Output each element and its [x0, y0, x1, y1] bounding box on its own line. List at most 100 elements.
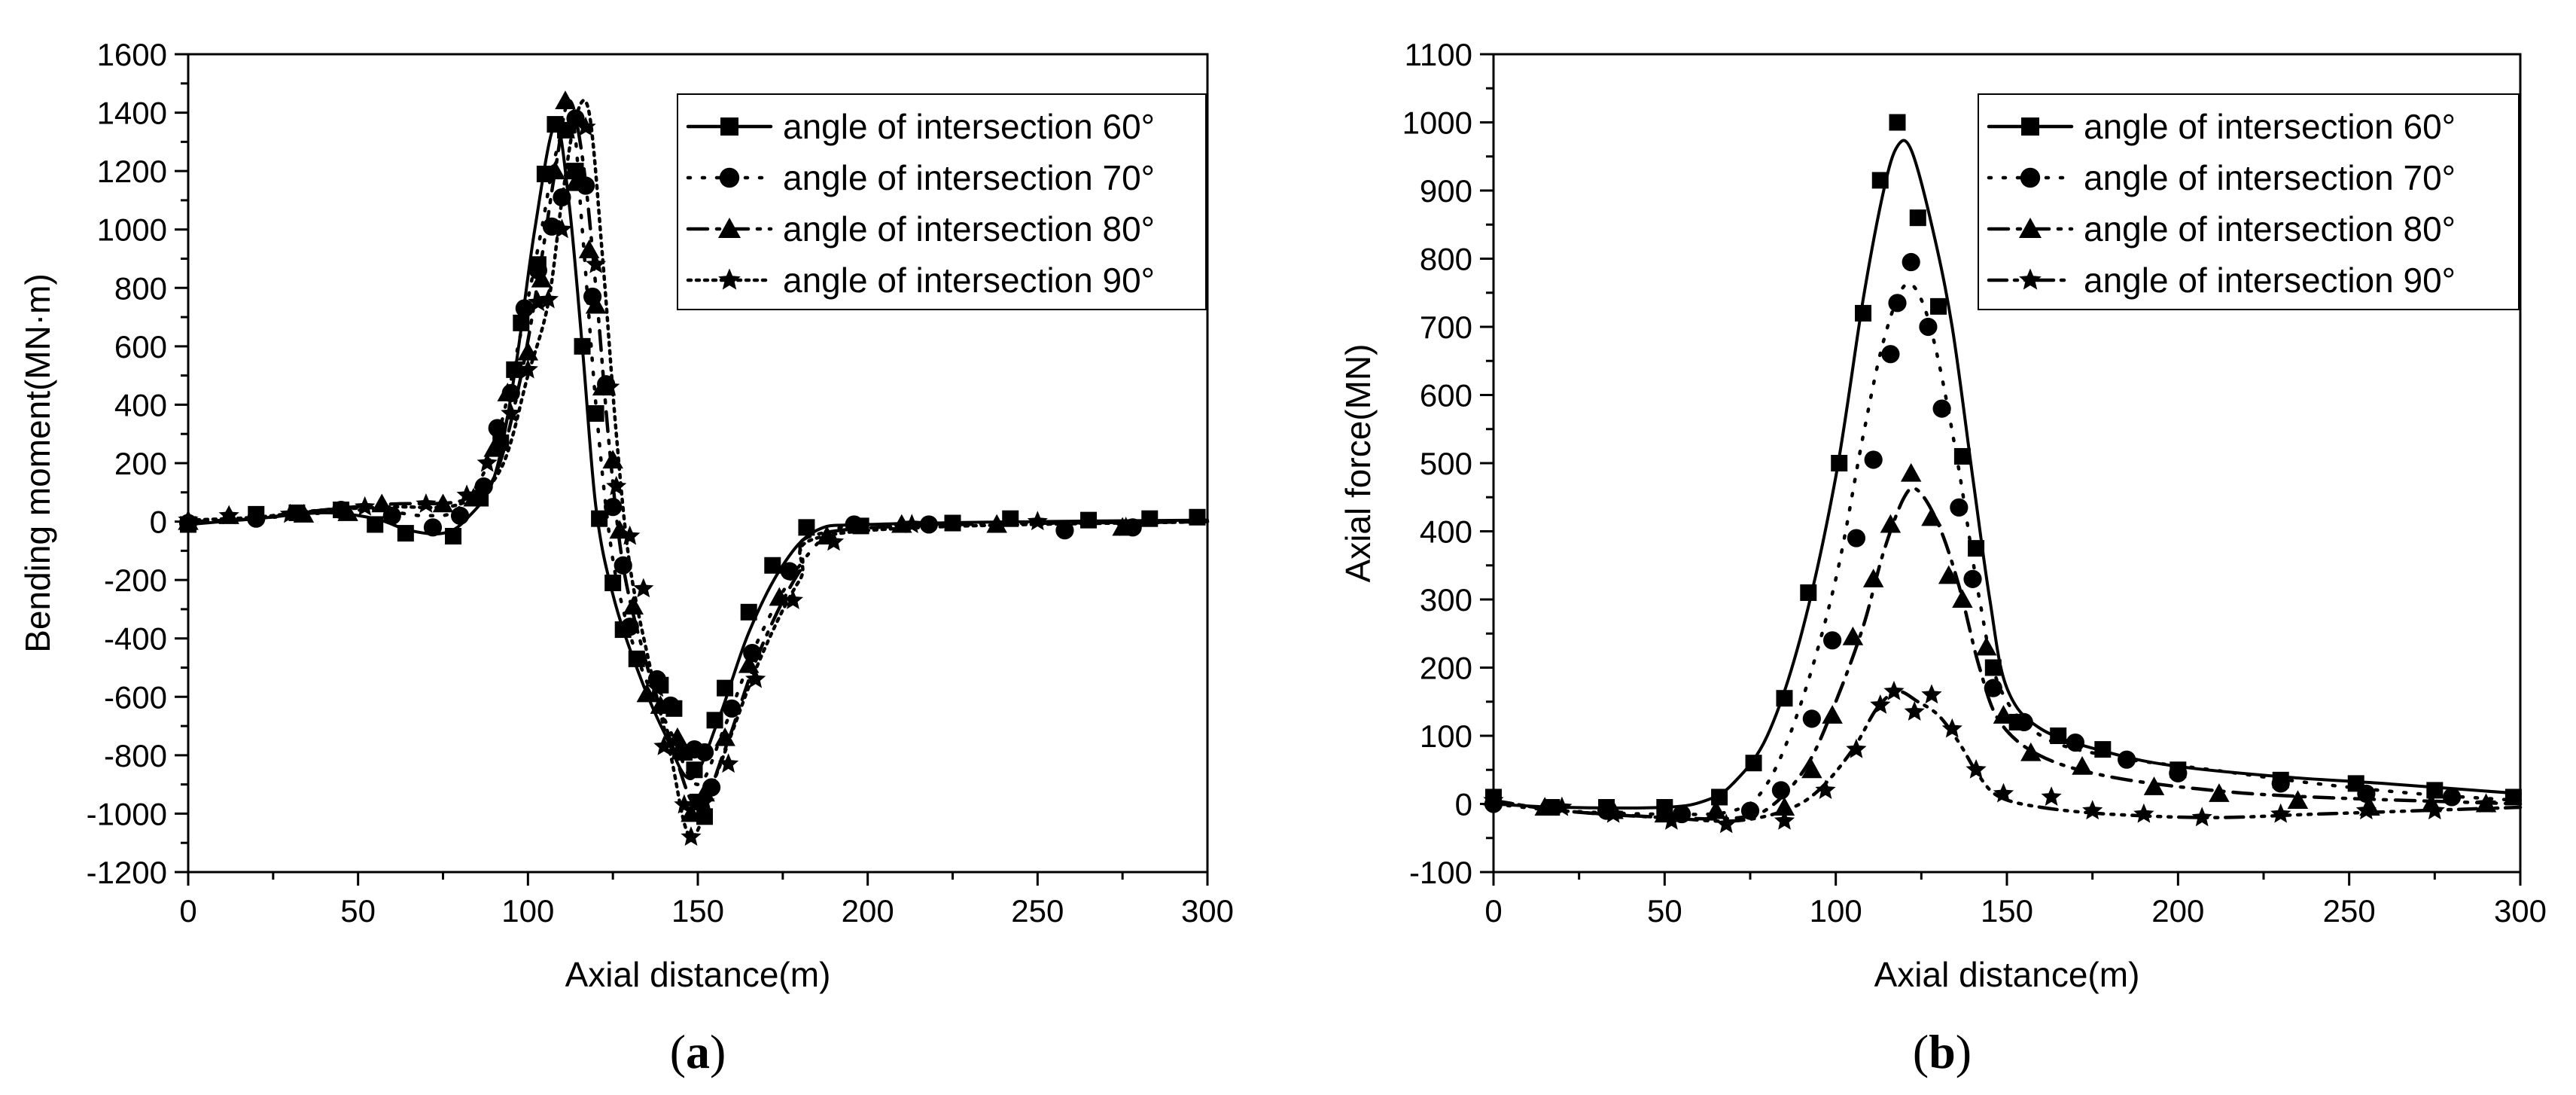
panel-b-series-3-point — [1993, 705, 2014, 724]
panel-a-label: (a) — [670, 1025, 726, 1078]
panel-a-y-tick-label: -1000 — [87, 796, 167, 831]
panel-a-series-4-point — [355, 496, 376, 516]
panel-a-y-tick-label: 200 — [114, 446, 167, 481]
panel-a-series-4-point — [551, 218, 573, 239]
panel-b-series-1-point — [1871, 172, 1889, 189]
panel-a-legend-marker-3 — [718, 218, 741, 238]
panel-b-series-2-point — [2169, 764, 2188, 782]
panel-b-x-tick-label: 200 — [2151, 893, 2204, 929]
panel-a-series-4-point — [782, 590, 803, 609]
panel-a-legend-item-1: angle of intersection 60° — [686, 107, 1155, 146]
panel-b-series-1-point — [2426, 782, 2444, 799]
panel-b-legend-label-3: angle of intersection 80° — [2084, 209, 2456, 249]
panel-a-series-3-point — [636, 683, 658, 703]
panel-a-series-1-point — [686, 761, 703, 779]
panel-b-series-3-point — [1938, 565, 1959, 584]
panel-a-series-4-point — [745, 668, 766, 688]
panel-a-series-4-point — [416, 493, 437, 513]
panel-a-series-4-point — [606, 475, 627, 496]
panel-a-y-tick-label: 0 — [150, 505, 167, 540]
panel-b-series-1-point — [1776, 690, 1793, 707]
panel-b-series-2-point — [2118, 750, 2136, 769]
panel-a-x-tick-label: 100 — [501, 893, 554, 929]
panel-b-series-2-point — [1864, 450, 1883, 469]
panel-b-series-3-point — [1801, 759, 1822, 779]
panel-a-legend-item-2: angle of intersection 70° — [686, 158, 1155, 197]
panel-b-series-2 — [1484, 252, 2523, 824]
panel-b-series-1-point — [1711, 788, 1728, 806]
panel-a-y-tick-label: -600 — [104, 679, 167, 715]
panel-b-x-tick-label: 300 — [2494, 893, 2547, 929]
panel-b-series-3-point — [1822, 705, 1843, 724]
panel-a-series-4-point — [823, 531, 845, 551]
panel-a-series-4-point — [633, 578, 654, 598]
panel-a-x-axis-title: Axial distance(m) — [565, 955, 831, 994]
panel-a-series-4-point — [586, 254, 607, 273]
panel-a-series-2-point — [474, 477, 493, 496]
panel-b-series-1-point — [1909, 209, 1926, 227]
panel-a-series-1-point — [445, 527, 462, 544]
panel-b-legend-item-3: angle of intersection 80° — [1987, 209, 2456, 249]
panel-a-series-4-point — [456, 484, 477, 505]
panel-a-series-1-point — [506, 361, 523, 378]
panel-b-series-4-point — [2082, 800, 2103, 820]
panel-a-series-1-point — [628, 650, 645, 667]
panel-a-series-4-point — [477, 452, 498, 472]
panel-a-y-tick-label: 1600 — [97, 37, 167, 72]
panel-b-series-3-point — [1921, 507, 1942, 526]
panel-a-series-3-point — [578, 239, 600, 258]
panel-b-series-2-point — [1888, 294, 1907, 313]
panel-a-series-1-point — [587, 405, 604, 422]
panel-b-legend: angle of intersection 60° angle of inters… — [1978, 93, 2520, 310]
panel-b-x-tick-label: 250 — [2323, 893, 2376, 929]
panel-b-legend-marker-2 — [2020, 167, 2041, 188]
panel-a-series-1-point — [591, 510, 608, 527]
panel-b-y-tick-label: 300 — [1420, 582, 1472, 618]
panel-b-legend-item-4: angle of intersection 90° — [1987, 261, 2456, 300]
panel-a-series-3-point — [986, 514, 1007, 533]
panel-b-series-3-point — [2072, 755, 2093, 775]
panel-a-series-1-point — [513, 314, 530, 331]
panel-b-series-2-point — [2066, 733, 2085, 752]
panel-b-legend-label-4: angle of intersection 90° — [2084, 261, 2456, 300]
panel-a-series-4-point — [681, 826, 702, 846]
panel-a-y-tick-label: 800 — [114, 270, 167, 306]
panel-b-series-4-point — [2191, 807, 2212, 827]
panel-b-series-4-point — [2355, 800, 2377, 820]
panel-a-series-2-point — [604, 498, 623, 517]
panel-a-x-tick-label: 150 — [671, 893, 724, 929]
panel-b-legend-marker-4 — [2019, 268, 2042, 290]
panel-b-series-4-point — [1941, 718, 1962, 738]
panel-a-series-3-point — [531, 268, 553, 288]
panel-a-x-tick-label: 0 — [179, 893, 196, 929]
panel-a-series-2-point — [723, 699, 741, 718]
panel-a-series-1-point — [764, 557, 781, 574]
panel-a-series-2-point — [695, 743, 714, 762]
panel-b-ticks: 0 50 100 150 200 250 300 -100 0 100 200 300 400 500 60… — [1402, 37, 2547, 929]
panel-b-label: (b) — [1913, 1025, 1972, 1078]
panel-a-series-1-point — [397, 525, 414, 542]
panel-a-y-tick-label: -200 — [104, 563, 167, 598]
panel-a-series-3-point — [337, 502, 358, 521]
panel-b-y-tick-label: 400 — [1420, 514, 1472, 550]
panel-a-series — [178, 90, 1210, 846]
panel-b-series-4-point — [1815, 779, 1836, 799]
panel-b-x-tick-label: 50 — [1647, 893, 1682, 929]
panel-b-series-1-point — [1800, 584, 1817, 601]
panel-b-series-3-point — [1975, 636, 1997, 656]
panel-b-series-4-point — [2041, 786, 2062, 806]
panel-a-series-4-point — [501, 402, 522, 422]
panel-b-series-4-point — [1904, 701, 1925, 721]
panel-a-series-3-point — [738, 654, 760, 673]
panel-a-bending-moment-chart: 0 50 100 150 200 250 300 -1200 -1000 -800 -600 -400… — [18, 37, 1234, 1078]
panel-b-x-axis-title: Axial distance(m) — [1874, 955, 2140, 994]
panel-a-y-tick-label: 600 — [114, 329, 167, 364]
panel-a-series-2-point — [488, 419, 507, 438]
panel-b-legend-marker-3 — [2019, 218, 2042, 238]
panel-a-ticks: 0 50 100 150 200 250 300 -1200 -1000 -800 -600 -400… — [87, 37, 1234, 929]
panel-a-series-4-point — [620, 525, 641, 545]
panel-b-series-1-point — [1930, 297, 1947, 315]
panel-a-series-3-point — [555, 90, 576, 110]
panel-b-series-4-point — [1483, 789, 1504, 810]
